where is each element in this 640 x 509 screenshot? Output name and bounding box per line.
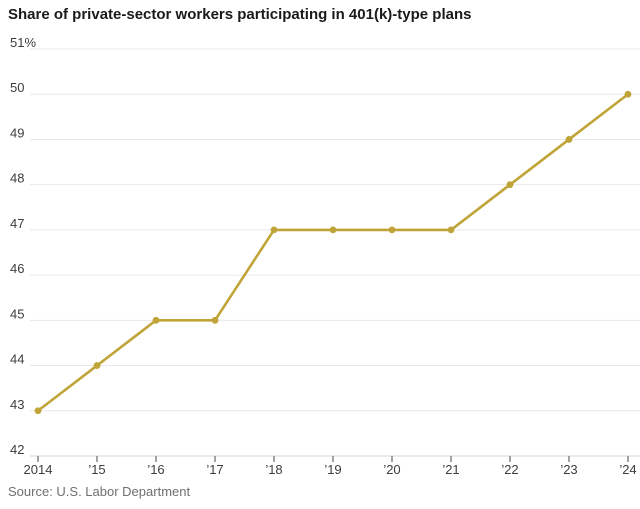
data-point [506, 181, 514, 189]
series-group [34, 90, 632, 415]
data-point [211, 316, 219, 324]
y-tick-label: 51% [10, 35, 36, 50]
y-tick-label: 48 [10, 171, 24, 186]
x-tick-label: ’19 [324, 462, 341, 477]
data-point [93, 362, 101, 369]
y-tick-label: 45 [10, 306, 24, 321]
gridlines-group [30, 48, 640, 457]
y-tick-label: 42 [10, 442, 24, 457]
x-tick-label: ’15 [88, 462, 105, 477]
y-tick-label: 49 [10, 125, 24, 140]
data-point [447, 226, 455, 234]
x-tick-label: ’21 [442, 462, 459, 477]
data-point [388, 226, 396, 234]
y-tick-label: 46 [10, 261, 24, 276]
series-line [36, 92, 630, 413]
data-point [270, 226, 278, 234]
line-chart: 42 43 44 45 46 47 48 49 50 51% 2014 ’15 ’16 ’17 ’18 ’1… [10, 35, 640, 477]
data-point [329, 226, 337, 234]
y-tick-label: 47 [10, 216, 24, 231]
data-point [152, 316, 160, 324]
data-point [34, 407, 42, 415]
x-tick-label: ’20 [383, 462, 400, 477]
x-tick-label: 2014 [24, 462, 53, 477]
y-tick-label: 43 [10, 397, 24, 412]
y-axis-labels-group: 42 43 44 45 46 47 48 49 50 51% [10, 35, 36, 457]
x-tick-label: ’22 [501, 462, 518, 477]
data-point [624, 90, 632, 98]
chart-source: Source: U.S. Labor Department [8, 484, 191, 499]
x-tick-label: ’23 [560, 462, 577, 477]
y-tick-label: 44 [10, 352, 24, 367]
x-tick-label: ’18 [265, 462, 282, 477]
x-tick-label: ’24 [619, 462, 636, 477]
x-tick-label: ’16 [147, 462, 164, 477]
data-point [565, 136, 573, 143]
x-tick-label: ’17 [206, 462, 223, 477]
y-tick-label: 50 [10, 80, 24, 95]
chart-title: Share of private-sector workers particip… [8, 6, 472, 23]
x-axis-group: 2014 ’15 ’16 ’17 ’18 ’19 ’20 ’21 ’22 ’23 ’24 [24, 456, 637, 477]
